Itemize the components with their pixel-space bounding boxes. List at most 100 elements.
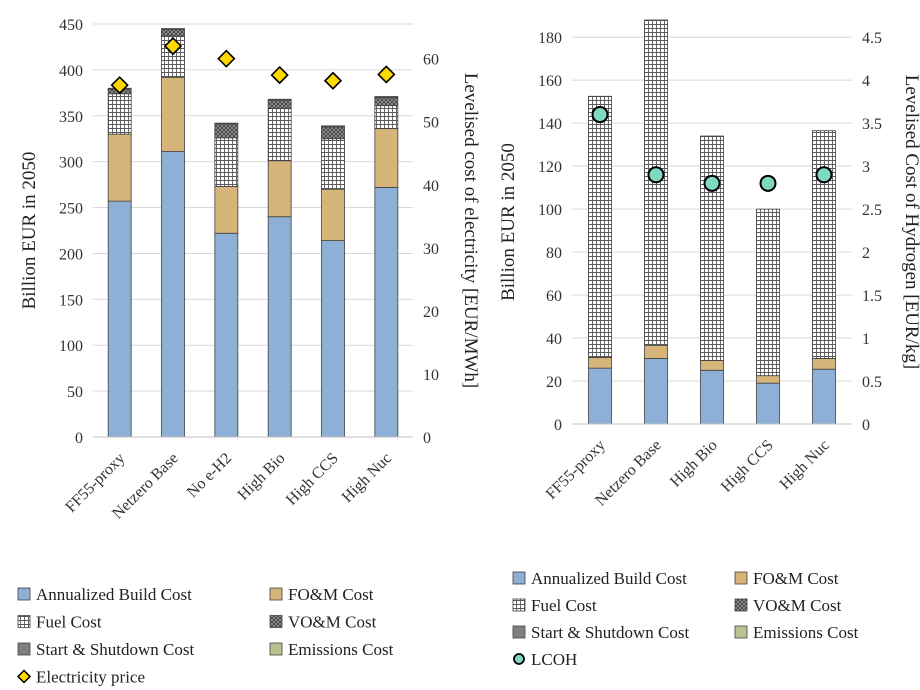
x-tick-label: High Bio bbox=[667, 437, 721, 491]
x-tick-label: High CCS bbox=[718, 437, 777, 496]
legend-label: LCOH bbox=[531, 650, 577, 669]
bar-segment bbox=[644, 358, 668, 425]
y2-tick-label: 10 bbox=[423, 367, 439, 384]
lcoh-marker bbox=[703, 174, 721, 192]
legend-swatch-startup bbox=[17, 642, 31, 656]
x-tick-label: No e-H2 bbox=[184, 450, 235, 501]
bar-segment bbox=[214, 122, 239, 125]
chart-left: 0 50 100 150 200 250 300 350 400 450 0 10 20 30 40 50 60… bbox=[19, 17, 481, 522]
y2-axis-title: Levelised cost of electricity [EUR/MWh] bbox=[460, 73, 481, 389]
bar-segment bbox=[321, 126, 345, 140]
bar-segment bbox=[588, 367, 612, 425]
lcoh-marker bbox=[647, 166, 665, 184]
y2-tick-label: 0.5 bbox=[862, 374, 882, 391]
y2-tick-label: 4.5 bbox=[862, 30, 882, 47]
y2-tick-label: 40 bbox=[423, 178, 439, 195]
y-tick-label: 450 bbox=[59, 17, 83, 34]
bar-segment bbox=[321, 138, 345, 190]
legend-swatch-fom bbox=[269, 587, 283, 601]
legend-item-fuel: Fuel Cost bbox=[512, 596, 597, 615]
bar-segment bbox=[161, 151, 185, 438]
y-tick-label: 40 bbox=[546, 331, 562, 348]
bar-segment bbox=[321, 188, 345, 241]
legend-label: Annualized Build Cost bbox=[531, 569, 687, 588]
bar-segment bbox=[214, 186, 239, 234]
legend-label: Emissions Cost bbox=[288, 640, 394, 659]
legend-label: Fuel Cost bbox=[36, 613, 102, 632]
bar-segment bbox=[374, 105, 399, 130]
legend-label: FO&M Cost bbox=[753, 569, 839, 588]
legend-item-startup: Start & Shutdown Cost bbox=[512, 623, 689, 642]
y-tick-label: 20 bbox=[546, 374, 562, 391]
legend-swatch-fom bbox=[734, 571, 748, 585]
y2-tick-label: 0 bbox=[423, 430, 431, 447]
bar-segment bbox=[214, 137, 239, 187]
bar-segment bbox=[700, 360, 724, 371]
chart-right: 0 20 40 60 80 100 120 140 160 180 0 0.5 1 1.5 2 2.5 3 3.5… bbox=[498, 19, 920, 509]
legend-label: FO&M Cost bbox=[288, 585, 374, 604]
y2-tick-label: 30 bbox=[423, 241, 439, 258]
bar-segment bbox=[700, 369, 724, 425]
bar-segment bbox=[756, 382, 780, 425]
y-tick-label: 250 bbox=[59, 201, 83, 218]
y-tick-label: 140 bbox=[538, 116, 562, 133]
legend-swatch-vom bbox=[734, 598, 748, 612]
bar-segment bbox=[107, 93, 132, 135]
bar-segment bbox=[267, 99, 292, 109]
legend-item-build: Annualized Build Cost bbox=[512, 569, 687, 588]
y-axis-title: Billion EUR in 2050 bbox=[498, 143, 519, 301]
legend-swatch-vom bbox=[269, 615, 283, 628]
lcoh-marker bbox=[591, 106, 609, 124]
electricity-price-marker bbox=[377, 65, 396, 84]
legend-item-vom: VO&M Cost bbox=[269, 613, 377, 632]
bar-segment bbox=[267, 216, 292, 438]
legend-swatch-startup bbox=[512, 625, 526, 639]
y2-tick-label: 0 bbox=[862, 417, 870, 434]
y-tick-label: 400 bbox=[59, 63, 83, 80]
bar-segment bbox=[812, 368, 836, 425]
legend-item-fom: FO&M Cost bbox=[734, 569, 839, 588]
x-tick-label: High Nuc bbox=[339, 450, 395, 506]
bar-segment bbox=[267, 160, 292, 218]
legend-label: Start & Shutdown Cost bbox=[36, 640, 194, 659]
y-tick-label: 50 bbox=[67, 384, 83, 401]
y2-axis-title: Levelised Cost of Hydrogen [EUR/kg] bbox=[901, 75, 920, 369]
y2-tick-label: 3 bbox=[862, 159, 870, 176]
legend-label: VO&M Cost bbox=[288, 613, 377, 632]
electricity-price-marker bbox=[217, 49, 236, 68]
legend-label: VO&M Cost bbox=[753, 596, 842, 615]
lcoh-marker bbox=[815, 166, 833, 184]
bar-segment bbox=[107, 133, 132, 202]
y2-tick-label: 4 bbox=[862, 73, 870, 90]
y-tick-label: 80 bbox=[546, 245, 562, 262]
bar-segment bbox=[812, 130, 836, 359]
legend-label: Fuel Cost bbox=[531, 596, 597, 615]
bar-segment bbox=[588, 356, 612, 369]
bar-segment bbox=[214, 232, 239, 438]
bar-segment bbox=[374, 128, 399, 188]
legend-left: Annualized Build Cost FO&M Cost Fuel Cost V… bbox=[16, 585, 394, 687]
x-tick-label: High Bio bbox=[235, 450, 289, 504]
electricity-price-marker bbox=[270, 65, 289, 85]
legend-item-vom: VO&M Cost bbox=[734, 596, 842, 615]
legend-label: Annualized Build Cost bbox=[36, 585, 192, 604]
lcoh-marker bbox=[759, 174, 777, 192]
legend-swatch-emissions bbox=[269, 642, 283, 656]
electricity-price-marker bbox=[323, 71, 343, 90]
legend-item-fom: FO&M Cost bbox=[269, 585, 374, 604]
bar-segment bbox=[374, 96, 399, 98]
x-tick-label: High Nuc bbox=[777, 437, 833, 493]
bar-segment bbox=[700, 135, 724, 362]
bar-segment bbox=[107, 200, 132, 438]
legend-item-fuel: Fuel Cost bbox=[17, 613, 102, 632]
y-axis-title: Billion EUR in 2050 bbox=[19, 152, 40, 310]
y2-tick-label: 50 bbox=[423, 115, 439, 132]
bar-segment bbox=[267, 108, 292, 162]
y2-tick-label: 1.5 bbox=[862, 288, 882, 305]
legend-item-build: Annualized Build Cost bbox=[17, 585, 192, 604]
legend-label: Start & Shutdown Cost bbox=[531, 623, 689, 642]
legend-swatch-emissions bbox=[734, 625, 748, 639]
y2-tick-label: 20 bbox=[423, 304, 439, 321]
y-tick-label: 180 bbox=[538, 30, 562, 47]
